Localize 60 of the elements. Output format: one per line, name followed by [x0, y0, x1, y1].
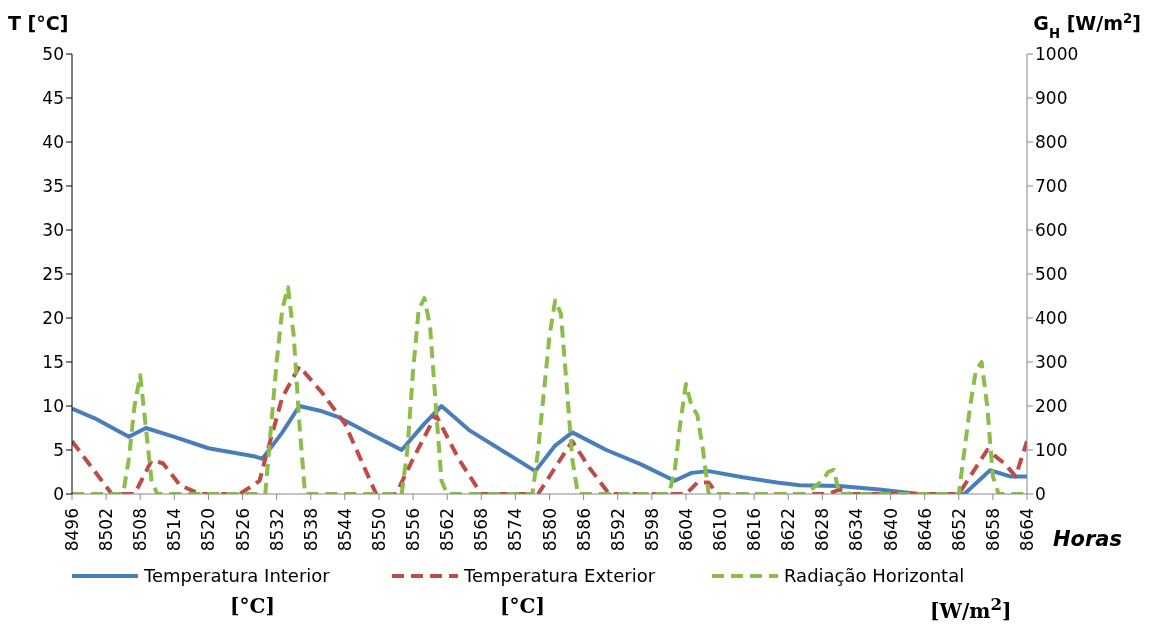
y-tick-label: 10 [42, 396, 64, 417]
x-tick-label: 8646 [914, 508, 935, 552]
x-tick-label: 8652 [948, 508, 969, 552]
x-tick-label: 8598 [641, 508, 662, 552]
y-tick-label: 40 [42, 132, 64, 153]
y2-tick-label: 0 [1035, 484, 1046, 505]
x-tick-label: 8526 [232, 508, 253, 552]
x-tick-label: 8628 [812, 508, 833, 552]
y2-tick-label: 200 [1035, 396, 1068, 417]
y-tick-label: 25 [42, 264, 64, 285]
x-tick-label: 8532 [266, 508, 287, 552]
text: [°C] [500, 594, 545, 618]
x-tick-label: 8634 [846, 508, 867, 552]
x-tick-label: 8592 [607, 508, 628, 552]
y2-tick-label: 700 [1035, 176, 1068, 197]
x-tick-label: 8514 [164, 508, 185, 552]
y2-tick-label: 900 [1035, 88, 1068, 109]
x-tick-label: 8562 [437, 508, 458, 552]
y-axis-title: T [°C] [8, 12, 69, 34]
x-tick-label: 8538 [300, 508, 321, 552]
y-tick-label: 35 [42, 176, 64, 197]
x-tick-label: 8556 [403, 508, 424, 552]
x-tick-label: 8520 [198, 508, 219, 552]
y-tick-label: 5 [53, 440, 64, 461]
legend-label: Radiação Horizontal [784, 565, 965, 586]
x-tick-label: 8610 [710, 508, 731, 552]
x-tick-label: 8568 [471, 508, 492, 552]
x-tick-label: 8616 [744, 508, 765, 552]
y2-tick-label: 100 [1035, 440, 1068, 461]
x-tick-label: 8580 [539, 508, 560, 552]
x-tick-label: 8622 [778, 508, 799, 552]
text: [°C] [230, 594, 275, 618]
x-tick-label: 8550 [368, 508, 389, 552]
x-tick-label: 8604 [675, 508, 696, 552]
x-tick-label: 8496 [62, 508, 82, 552]
y2-axis-title: G$_{H}$ [W/m$^{2}$] [1033, 10, 1141, 41]
x-tick-label: 8640 [880, 508, 901, 552]
y2-tick-label: 1000 [1035, 44, 1079, 65]
x-tick-label: 8664 [1017, 508, 1037, 552]
y2-tick-label: 300 [1035, 352, 1068, 373]
y2-tick-label: 500 [1035, 264, 1068, 285]
y-tick-label: 0 [53, 484, 64, 505]
y-tick-label: 45 [42, 88, 64, 109]
y-tick-label: 15 [42, 352, 64, 373]
x-tick-label: 8508 [130, 508, 151, 552]
x-tick-label: 8586 [573, 508, 594, 552]
y2-tick-label: 600 [1035, 220, 1068, 241]
y-tick-label: 20 [42, 308, 64, 329]
y2-tick-label: 400 [1035, 308, 1068, 329]
x-tick-label: 8658 [982, 508, 1003, 552]
x-tick-label: 8544 [334, 508, 355, 552]
legend-label: Temperatura Exterior [464, 565, 656, 586]
x-axis-title: Horas [1052, 527, 1122, 551]
x-tick-label: 8574 [505, 508, 526, 552]
legend-label: Temperatura Interior [144, 565, 330, 586]
x-tick-label: 8502 [96, 508, 117, 552]
y-tick-label: 30 [42, 220, 64, 241]
y2-tick-label: 800 [1035, 132, 1068, 153]
y-tick-label: 50 [42, 44, 64, 65]
text: [W/m$^{2}$] [930, 594, 1012, 623]
